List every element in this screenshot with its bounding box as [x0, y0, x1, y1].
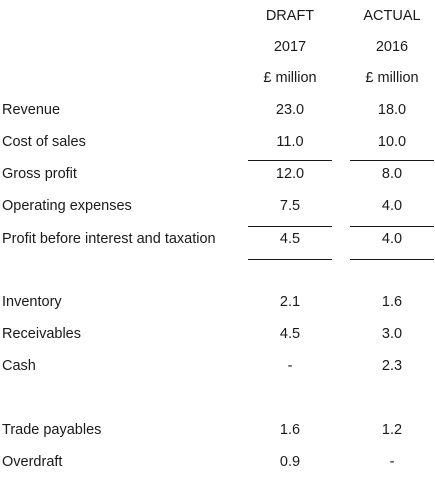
draft-value: 1.6	[279, 422, 301, 438]
draft-value: 23.0	[275, 102, 305, 118]
row-label: Receivables	[2, 326, 81, 342]
column-unit-actual: £ million	[365, 70, 419, 86]
draft-value: 7.5	[279, 198, 301, 214]
actual-value: 4.0	[381, 198, 403, 214]
draft-value: -	[287, 358, 293, 374]
table-row-overdraft: Overdraft 0.9 -	[0, 446, 435, 478]
actual-value: 2.3	[381, 358, 403, 374]
table-row-revenue: Revenue 23.0 18.0	[0, 94, 435, 126]
divider-line	[350, 259, 434, 260]
row-label: Overdraft	[2, 454, 63, 470]
divider-line	[350, 160, 434, 161]
column-year-actual: 2016	[375, 39, 409, 55]
table-row-cash: Cash - 2.3	[0, 350, 435, 382]
row-label: Profit before interest and taxation	[2, 231, 216, 247]
actual-value: 10.0	[377, 134, 407, 150]
table-row-cost-of-sales: Cost of sales 11.0 10.0	[0, 126, 435, 158]
row-label: Gross profit	[2, 166, 77, 182]
divider-line	[248, 259, 332, 260]
header-row-title: DRAFT ACTUAL	[0, 0, 435, 32]
column-heading-actual: ACTUAL	[363, 8, 421, 24]
row-label: Operating expenses	[2, 198, 132, 214]
column-heading-draft: DRAFT	[265, 8, 315, 24]
table-row-receivables: Receivables 4.5 3.0	[0, 318, 435, 350]
actual-value: 1.6	[381, 294, 403, 310]
draft-value: 0.9	[279, 454, 301, 470]
divider-line	[350, 226, 434, 227]
draft-value: 11.0	[276, 134, 304, 150]
draft-value: 4.5	[279, 231, 301, 247]
draft-value: 4.5	[279, 326, 301, 342]
actual-value: -	[389, 454, 395, 470]
column-unit-draft: £ million	[263, 70, 317, 86]
table-row-operating-expenses: Operating expenses 7.5 4.0	[0, 190, 435, 222]
row-label: Inventory	[2, 294, 62, 310]
actual-value: 3.0	[381, 326, 403, 342]
table-row-trade-payables: Trade payables 1.6 1.2	[0, 414, 435, 446]
table-row-gross-profit: Gross profit 12.0 8.0	[0, 158, 435, 190]
actual-value: 8.0	[381, 166, 403, 182]
draft-value: 12.0	[275, 166, 305, 182]
header-row-year: 2017 2016	[0, 31, 435, 63]
table-row-inventory: Inventory 2.1 1.6	[0, 286, 435, 318]
divider-line	[248, 160, 332, 161]
actual-value: 1.2	[381, 422, 403, 438]
actual-value: 18.0	[377, 102, 407, 118]
table-row-profit-before-interest: Profit before interest and taxation 4.5 …	[0, 223, 435, 255]
divider-line	[248, 226, 332, 227]
actual-value: 4.0	[381, 231, 403, 247]
header-row-unit: £ million £ million	[0, 62, 435, 94]
row-label: Revenue	[2, 102, 61, 118]
row-label: Cost of sales	[2, 134, 86, 150]
column-year-draft: 2017	[273, 39, 307, 55]
row-label: Trade payables	[2, 422, 102, 438]
draft-value: 2.1	[279, 294, 301, 310]
row-label: Cash	[2, 358, 36, 374]
